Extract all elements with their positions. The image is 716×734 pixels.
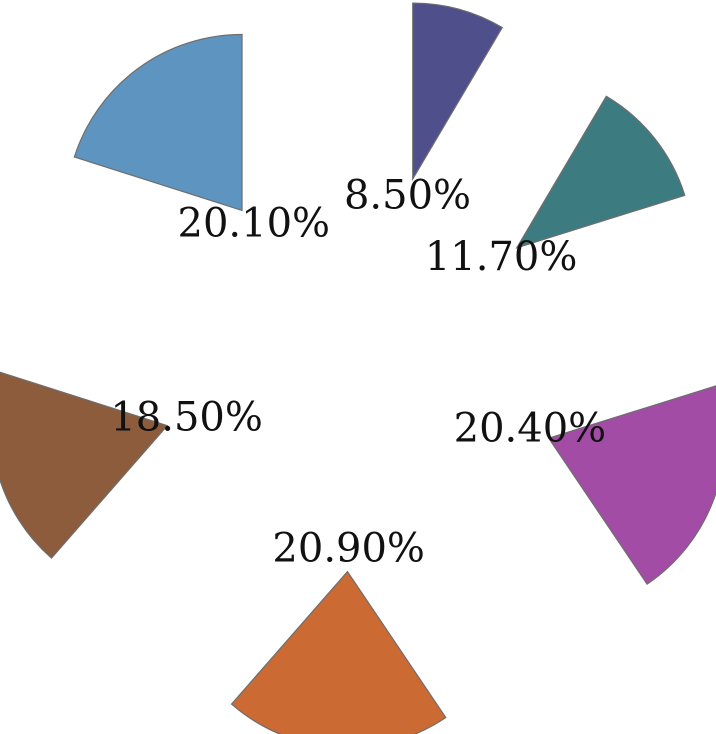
pie-slice-label-4: 20.90% xyxy=(272,526,425,572)
pie-slice-label-1: 8.50% xyxy=(344,172,471,218)
pie-slice-label-6: 20.10% xyxy=(178,201,331,247)
pie-slice-label-5: 18.50% xyxy=(110,394,263,440)
pie-labels: 8.50% 11.70% 20.40% 20.90% 18.50% 20.10% xyxy=(110,172,606,571)
pie-slice-label-2: 11.70% xyxy=(425,234,578,280)
pie-slice-5 xyxy=(0,371,169,559)
pie-slice-2 xyxy=(515,95,686,249)
pie-slice-3 xyxy=(547,385,716,585)
pie-slice-label-3: 20.40% xyxy=(454,406,607,452)
pie-slice-6 xyxy=(73,33,243,212)
pie-slice-1 xyxy=(412,2,504,182)
pie-slice-4 xyxy=(230,570,447,734)
